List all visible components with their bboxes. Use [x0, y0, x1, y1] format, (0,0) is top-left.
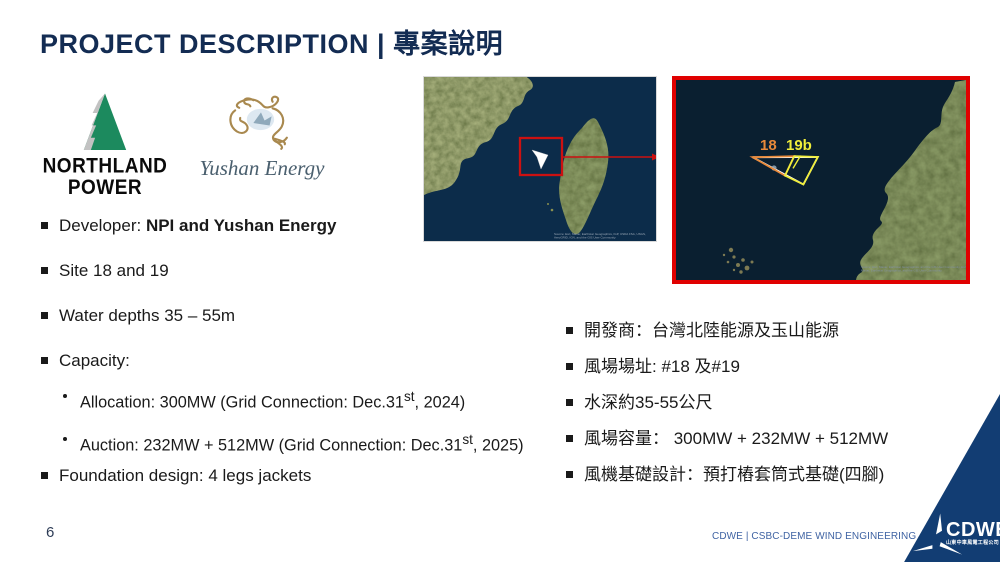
svg-text:18: 18 [760, 137, 777, 154]
svg-text:19b: 19b [786, 137, 812, 154]
svg-text:AeroGRID, IGN, and the GIS Use: AeroGRID, IGN, and the GIS User Communit… [554, 236, 616, 240]
svg-text:山東中車風電工程公司: 山東中車風電工程公司 [946, 539, 999, 546]
svg-text:CDWE: CDWE [946, 519, 1000, 541]
svg-text:Maxar, Earthstar Geographics,: Maxar, Earthstar Geographics, and the GI… [861, 269, 942, 273]
